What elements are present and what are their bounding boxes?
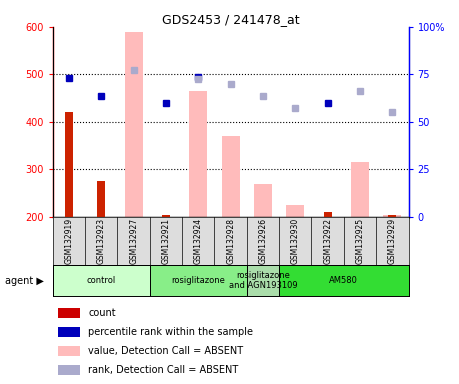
Bar — [58, 327, 80, 337]
Bar — [53, 265, 150, 296]
Text: control: control — [87, 276, 116, 285]
Text: GSM132930: GSM132930 — [291, 218, 300, 264]
Bar — [65, 113, 73, 217]
Bar — [247, 265, 279, 296]
Text: rosiglitazone
and AGN193109: rosiglitazone and AGN193109 — [229, 271, 297, 290]
Text: GSM132927: GSM132927 — [129, 218, 138, 264]
Text: GSM132928: GSM132928 — [226, 218, 235, 264]
Text: GSM132925: GSM132925 — [356, 218, 364, 264]
Text: rank, Detection Call = ABSENT: rank, Detection Call = ABSENT — [88, 365, 239, 375]
Text: GSM132922: GSM132922 — [323, 218, 332, 264]
Bar — [286, 205, 304, 217]
Bar — [222, 136, 240, 217]
Text: AM580: AM580 — [330, 276, 358, 285]
Text: rosiglitazone: rosiglitazone — [171, 276, 225, 285]
Text: percentile rank within the sample: percentile rank within the sample — [88, 327, 253, 337]
Bar — [388, 215, 397, 217]
Bar — [279, 265, 409, 296]
Bar — [383, 215, 401, 217]
Text: value, Detection Call = ABSENT: value, Detection Call = ABSENT — [88, 346, 243, 356]
Text: agent ▶: agent ▶ — [5, 276, 44, 286]
Bar — [162, 215, 170, 217]
Bar — [324, 212, 332, 217]
Bar — [190, 91, 207, 217]
Text: GSM132919: GSM132919 — [64, 218, 73, 264]
Bar — [125, 31, 143, 217]
Text: GSM132923: GSM132923 — [97, 218, 106, 264]
Bar — [351, 162, 369, 217]
Bar — [58, 308, 80, 318]
Bar — [150, 265, 247, 296]
Text: count: count — [88, 308, 116, 318]
Text: GSM132924: GSM132924 — [194, 218, 203, 264]
Bar — [97, 181, 105, 217]
Bar — [58, 346, 80, 356]
Title: GDS2453 / 241478_at: GDS2453 / 241478_at — [162, 13, 299, 26]
Text: GSM132921: GSM132921 — [162, 218, 170, 264]
Text: GSM132929: GSM132929 — [388, 218, 397, 264]
Bar — [254, 184, 272, 217]
Text: GSM132926: GSM132926 — [258, 218, 268, 264]
Bar — [58, 365, 80, 376]
